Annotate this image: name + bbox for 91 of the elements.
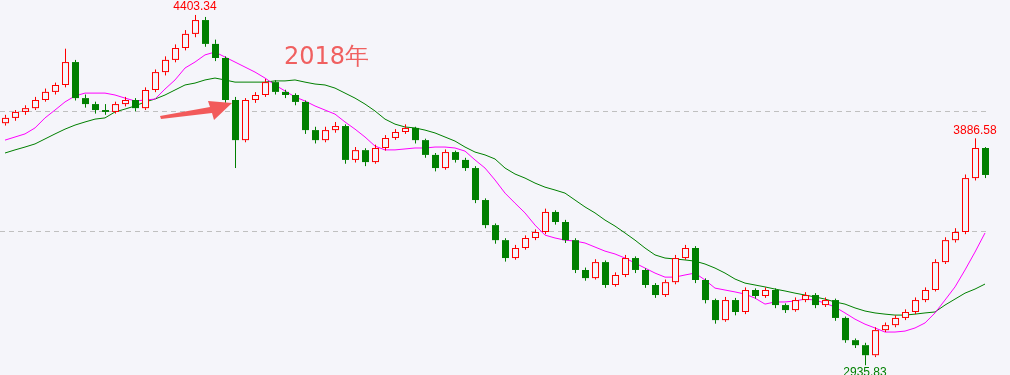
candlestick <box>362 147 369 167</box>
annotation: 4403.34 <box>173 0 218 14</box>
candlestick <box>672 254 679 285</box>
annotation: 2018年 <box>284 41 370 72</box>
candlestick <box>122 96 129 107</box>
candlestick <box>172 43 179 63</box>
candlestick <box>472 165 479 204</box>
candlestick <box>822 296 829 308</box>
candlestick <box>492 222 499 245</box>
candlestick <box>262 78 269 98</box>
candlestick <box>12 109 19 122</box>
candlestick <box>212 39 219 62</box>
candlestick <box>632 255 639 274</box>
candlestick <box>232 96 239 169</box>
candlestick <box>82 94 89 109</box>
candlestick <box>642 267 649 289</box>
candlestick <box>432 152 439 172</box>
candlestick <box>702 277 709 304</box>
candlestick <box>192 14 199 38</box>
candlestick <box>902 308 909 321</box>
candlestick <box>162 55 169 76</box>
candlestick <box>652 282 659 299</box>
annotation: 3886.58 <box>953 122 998 137</box>
candlestick <box>552 209 559 226</box>
candlestick <box>602 259 609 289</box>
candlestick <box>872 326 879 358</box>
candlestick <box>852 337 859 349</box>
candlestick <box>682 244 689 261</box>
candlestick <box>32 96 39 111</box>
candlestick <box>762 286 769 299</box>
candlestick <box>292 92 299 106</box>
annotation: 2935.83 <box>843 364 888 375</box>
candlestick <box>62 48 69 88</box>
candlestick <box>382 134 389 152</box>
candlestick <box>112 101 119 115</box>
candlestick <box>622 254 629 278</box>
candlestick <box>442 148 449 171</box>
candlestick <box>42 88 49 103</box>
candlestick <box>242 97 249 143</box>
candlestick <box>52 82 59 96</box>
candlestick <box>102 103 109 116</box>
candlestick <box>402 123 409 135</box>
candlestick <box>372 144 379 165</box>
candlestick <box>922 286 929 303</box>
candlestick <box>502 237 509 263</box>
candlestick <box>732 297 739 316</box>
candlestick <box>952 227 959 244</box>
candlestick <box>892 314 899 328</box>
candlestick <box>592 258 599 279</box>
candlestick <box>942 236 949 265</box>
candlestick <box>22 104 29 116</box>
candlestick <box>972 137 979 181</box>
candlestick <box>542 208 549 235</box>
candlestick <box>132 97 139 112</box>
candlestick <box>612 271 619 288</box>
candlestick <box>522 234 529 251</box>
candlestick <box>812 292 819 309</box>
candlestick <box>482 197 489 229</box>
candlestick <box>782 302 789 314</box>
candlestick <box>142 86 149 111</box>
candlestick <box>342 123 349 165</box>
candlestick <box>742 286 749 315</box>
candlestick <box>352 146 359 164</box>
candlestick <box>182 29 189 51</box>
candlestick <box>792 296 799 313</box>
candlestick <box>932 258 939 291</box>
candlestick <box>152 68 159 93</box>
candlestick <box>912 296 919 315</box>
candlestick <box>252 91 259 104</box>
candlestick <box>802 291 809 303</box>
candlestick <box>862 342 869 366</box>
candlestick <box>462 157 469 172</box>
candlestick <box>532 228 539 241</box>
candlestick <box>842 317 849 344</box>
candlestick <box>692 245 699 284</box>
candlestick <box>722 296 729 323</box>
candlestick <box>752 287 759 300</box>
candlestick <box>582 267 589 282</box>
candlestick <box>282 89 289 99</box>
candlestick <box>512 244 519 261</box>
candlestick <box>302 101 309 135</box>
candlestick <box>572 237 579 274</box>
candlestick <box>882 321 889 333</box>
candlestick <box>202 16 209 48</box>
candlestick <box>562 219 569 244</box>
candlestick <box>322 126 329 143</box>
candlestick <box>392 128 399 141</box>
candlestick <box>962 173 969 235</box>
candlestick <box>332 121 339 134</box>
candlestick <box>92 101 99 115</box>
candlestick <box>772 287 779 309</box>
